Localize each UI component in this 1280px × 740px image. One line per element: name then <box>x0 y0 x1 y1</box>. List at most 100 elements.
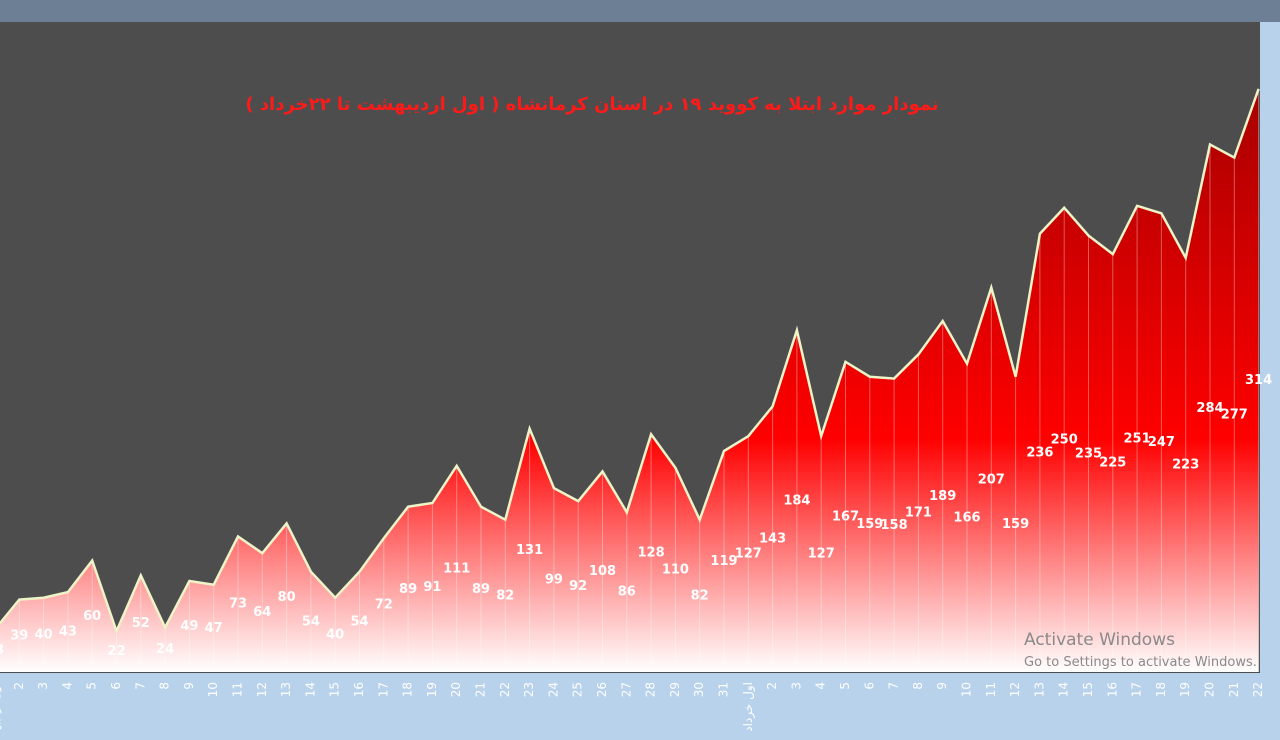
x-tick-label: 9 <box>182 682 196 690</box>
data-label: 86 <box>618 585 636 600</box>
x-tick-label: 22 <box>498 682 512 697</box>
data-label: 47 <box>205 621 223 636</box>
x-tick-label: 20 <box>1203 682 1217 697</box>
data-label: 127 <box>808 547 835 562</box>
data-label: 250 <box>1051 432 1078 447</box>
data-label: 82 <box>691 588 709 603</box>
data-label: 119 <box>710 554 737 569</box>
data-label: 82 <box>496 588 514 603</box>
data-label: 23 <box>0 643 4 658</box>
x-tick-label: 27 <box>619 682 633 697</box>
data-label: 131 <box>516 543 543 558</box>
x-tick-label: 3 <box>36 682 50 690</box>
x-tick-label: 7 <box>133 682 147 690</box>
data-label: 184 <box>783 494 810 509</box>
x-tick-label: 16 <box>352 682 366 697</box>
x-tick-label: 5 <box>838 682 852 690</box>
data-label: 43 <box>59 625 77 640</box>
x-tick-label: 30 <box>692 682 706 697</box>
data-label: 92 <box>569 579 587 594</box>
area-outline <box>0 88 1260 635</box>
x-tick-label: 2 <box>12 682 26 690</box>
x-tick-label: 8 <box>158 682 172 690</box>
x-tick-label: 21 <box>474 682 488 697</box>
x-tick-label: 9 <box>935 682 949 690</box>
data-label: 236 <box>1026 445 1053 460</box>
x-tick-label: 26 <box>595 682 609 697</box>
data-label: 72 <box>375 598 393 613</box>
x-tick-label: 6 <box>862 682 876 690</box>
data-label: 159 <box>1002 517 1029 532</box>
data-label: 235 <box>1075 446 1102 461</box>
data-label: 159 <box>856 517 883 532</box>
data-label: 225 <box>1099 456 1126 471</box>
x-tick-label: 13 <box>1032 682 1046 697</box>
data-label: 189 <box>929 489 956 504</box>
top-strip <box>0 0 1280 22</box>
data-label: 207 <box>978 472 1005 487</box>
x-tick-label: 25 <box>571 682 585 697</box>
x-tick-label: 15 <box>1081 682 1095 697</box>
x-tick-label: اول خرداد <box>741 682 756 732</box>
data-label: 40 <box>35 627 53 642</box>
data-label: 110 <box>662 562 689 577</box>
data-label: 111 <box>443 561 470 576</box>
data-label: 143 <box>759 532 786 547</box>
x-tick-label: 22 <box>1251 682 1265 697</box>
data-label: 64 <box>253 605 271 620</box>
x-tick-label: 10 <box>206 682 220 697</box>
watermark: Activate Windows <box>1024 630 1175 650</box>
x-tick-label: 11 <box>231 682 245 697</box>
x-tick-label: 24 <box>546 682 560 697</box>
data-label: 60 <box>83 609 101 624</box>
x-tick-label: 20 <box>449 682 463 697</box>
data-label: 39 <box>10 628 28 643</box>
data-label: 89 <box>399 582 417 597</box>
x-tick-label: 10 <box>960 682 974 697</box>
data-label: 40 <box>326 627 344 642</box>
chart-title: نمودار موارد ابتلا به کووید ۱۹ در استان … <box>245 94 938 115</box>
x-tick-label: 2 <box>765 682 779 690</box>
data-label: 54 <box>350 614 368 629</box>
x-tick-label: 12 <box>1008 682 1022 697</box>
x-tick-label: 28 <box>644 682 658 697</box>
data-label: 99 <box>545 573 563 588</box>
x-tick-label: 3 <box>789 682 803 690</box>
data-label: 108 <box>589 564 616 579</box>
x-tick-label: 14 <box>1057 682 1071 697</box>
x-tick-label: 11 <box>984 682 998 697</box>
x-tick-label: 14 <box>303 682 317 697</box>
x-tick-label: 7 <box>887 682 901 690</box>
x-tick-label: 4 <box>814 682 828 690</box>
data-label: 127 <box>735 547 762 562</box>
data-label: 166 <box>953 510 980 525</box>
area <box>0 88 1259 672</box>
x-tick-label: 15 <box>328 682 342 697</box>
x-tick-label: 19 <box>1178 682 1192 697</box>
data-label: 24 <box>156 642 174 657</box>
x-tick-label: 31 <box>717 682 731 697</box>
data-label: 167 <box>832 509 859 524</box>
x-tick-label: اول اردیبهشت <box>0 682 3 740</box>
data-label: 22 <box>107 644 125 659</box>
x-tick-label: 16 <box>1105 682 1119 697</box>
data-label: 49 <box>180 619 198 634</box>
data-label: 223 <box>1172 457 1199 472</box>
data-label: 128 <box>638 546 665 561</box>
watermark: Go to Settings to activate Windows. <box>1024 655 1257 670</box>
x-tick-label: 18 <box>1154 682 1168 697</box>
x-tick-label: 19 <box>425 682 439 697</box>
data-label: 314 <box>1245 373 1272 388</box>
data-label: 171 <box>905 506 932 521</box>
x-tick-label: 12 <box>255 682 269 697</box>
data-label: 80 <box>278 590 296 605</box>
x-tick-label: 8 <box>911 682 925 690</box>
data-label: 91 <box>423 580 441 595</box>
x-tick-label: 29 <box>668 682 682 697</box>
data-label: 247 <box>1148 435 1175 450</box>
data-label: 251 <box>1124 431 1151 446</box>
x-tick-label: 5 <box>85 682 99 690</box>
x-tick-label: 13 <box>279 682 293 697</box>
data-label: 52 <box>132 616 150 631</box>
